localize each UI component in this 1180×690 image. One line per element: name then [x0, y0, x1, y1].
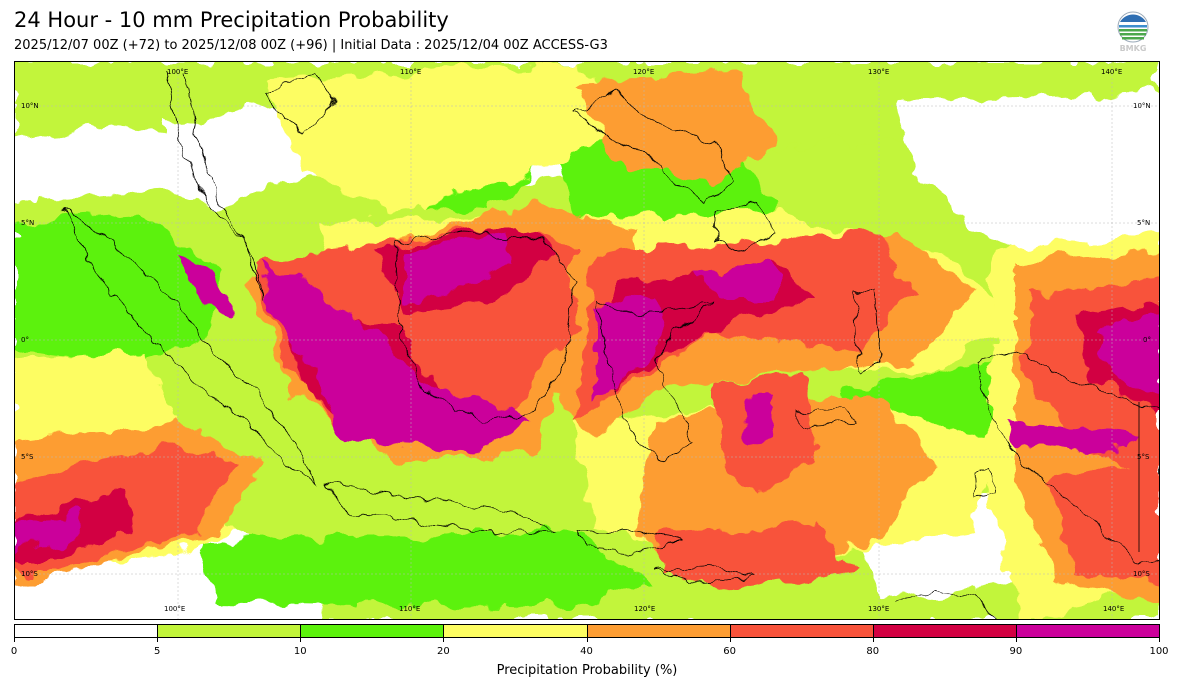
lon-label-bottom: 120°E	[634, 605, 656, 613]
colorbar-tick	[443, 638, 445, 642]
lon-label-bottom: 130°E	[868, 605, 890, 613]
precipitation-map: 100°E 110°E 120°E 130°E 140°E 100°E 110°…	[14, 61, 1160, 620]
colorbar-tick-label: 0	[10, 646, 18, 657]
lat-label-left: 5°N	[21, 219, 35, 227]
colorbar-tick-label: 40	[580, 646, 593, 657]
colorbar-segment	[15, 625, 159, 637]
colorbar-tick	[157, 638, 159, 642]
colorbar-tick-label: 20	[437, 646, 450, 657]
page-title: 24 Hour - 10 mm Precipitation Probabilit…	[14, 8, 449, 32]
colorbar	[14, 624, 1160, 638]
bmkg-logo-emblem	[1117, 11, 1149, 43]
lon-label-bottom: 100°E	[164, 605, 186, 613]
colorbar-tick-label: 5	[153, 646, 161, 657]
lon-label-bottom: 140°E	[1103, 605, 1125, 613]
colorbar-tick	[872, 638, 874, 642]
forecast-subtitle: 2025/12/07 00Z (+72) to 2025/12/08 00Z (…	[14, 38, 608, 53]
lat-label-left: 10°S	[21, 570, 38, 578]
lon-label-top: 120°E	[633, 68, 655, 76]
lat-label-left: 5°S	[21, 453, 34, 461]
colorbar-tick	[1015, 638, 1017, 642]
colorbar-tick-label: 10	[293, 646, 307, 657]
colorbar-tick-label: 90	[1009, 646, 1023, 657]
colorbar-label: Precipitation Probability (%)	[496, 663, 678, 678]
colorbar-segment	[587, 625, 731, 637]
lat-label-right: 0°	[1143, 336, 1151, 344]
lon-label-top: 140°E	[1101, 68, 1123, 76]
colorbar-tick	[14, 638, 15, 642]
colorbar-tick	[1159, 638, 1160, 642]
lat-label-left: 10°N	[21, 102, 39, 110]
logo-text: BMKG	[1119, 44, 1147, 53]
colorbar-tick-label: 60	[723, 646, 736, 657]
lat-label-right: 5°N	[1137, 219, 1151, 227]
colorbar-segment	[158, 625, 302, 637]
colorbar-tick-label: 100	[1149, 646, 1169, 657]
lon-label-top: 130°E	[868, 68, 890, 76]
lat-label-left: 0°	[21, 336, 29, 344]
colorbar-tick-label: 80	[866, 646, 880, 657]
bmkg-logo: BMKG	[1114, 10, 1152, 56]
colorbar-segment	[1016, 625, 1159, 637]
colorbar-segment	[873, 625, 1017, 637]
lon-label-bottom: 110°E	[399, 605, 421, 613]
lat-label-right: 10°N	[1133, 102, 1151, 110]
probability-field	[15, 62, 1159, 619]
colorbar-segment	[444, 625, 588, 637]
coastlines	[62, 71, 1159, 619]
colorbar-segment	[730, 625, 874, 637]
lat-label-right: 10°S	[1133, 570, 1150, 578]
colorbar-tick	[300, 638, 302, 642]
lon-label-top: 110°E	[400, 68, 422, 76]
colorbar-tick	[586, 638, 588, 642]
colorbar-segment	[301, 625, 445, 637]
colorbar-tick	[729, 638, 731, 642]
lon-label-top: 100°E	[167, 68, 189, 76]
lat-label-right: 5°S	[1137, 453, 1150, 461]
